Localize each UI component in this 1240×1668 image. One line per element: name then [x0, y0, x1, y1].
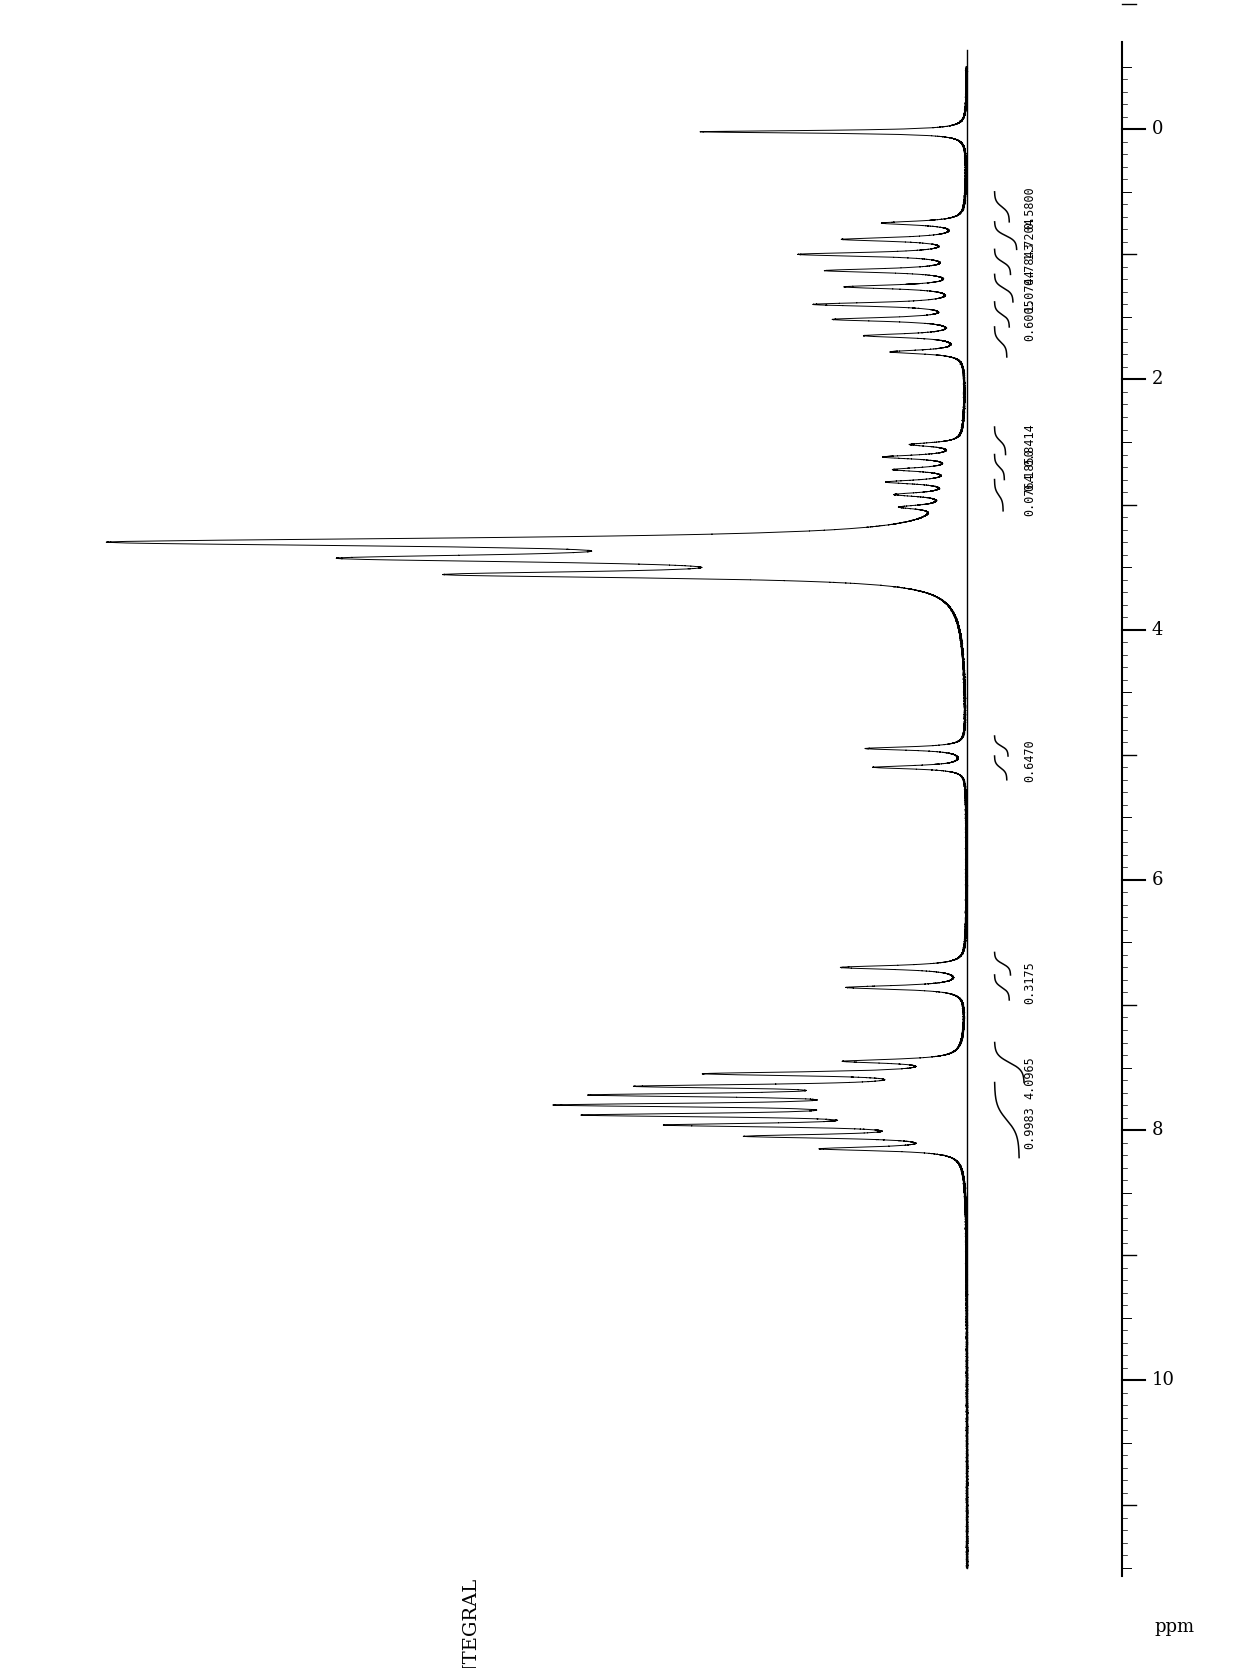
Text: ppm: ppm	[1154, 1618, 1194, 1636]
Text: INTEGRAL: INTEGRAL	[463, 1576, 480, 1668]
Text: 6: 6	[1152, 871, 1163, 889]
Text: 0: 0	[1152, 120, 1163, 138]
Text: 0.9983: 0.9983	[1023, 1106, 1035, 1149]
Text: 0.8414: 0.8414	[1023, 424, 1035, 465]
Text: 0.7843: 0.7843	[1023, 242, 1035, 285]
Text: 0.1850: 0.1850	[1023, 449, 1035, 490]
Text: 4: 4	[1152, 620, 1163, 639]
Text: 0.3175: 0.3175	[1023, 961, 1035, 1004]
Text: 10: 10	[1152, 1371, 1176, 1389]
Text: 0.5800: 0.5800	[1023, 187, 1035, 230]
Text: 0.0764: 0.0764	[1023, 474, 1035, 515]
Text: 0.6470: 0.6470	[1023, 739, 1035, 782]
Text: 1.0744: 1.0744	[1023, 269, 1035, 310]
Text: 0.6005: 0.6005	[1023, 299, 1035, 340]
Text: 1.7204: 1.7204	[1023, 217, 1035, 260]
Text: 4.0965: 4.0965	[1023, 1056, 1035, 1099]
Text: 8: 8	[1152, 1121, 1163, 1139]
Text: 2: 2	[1152, 370, 1163, 389]
